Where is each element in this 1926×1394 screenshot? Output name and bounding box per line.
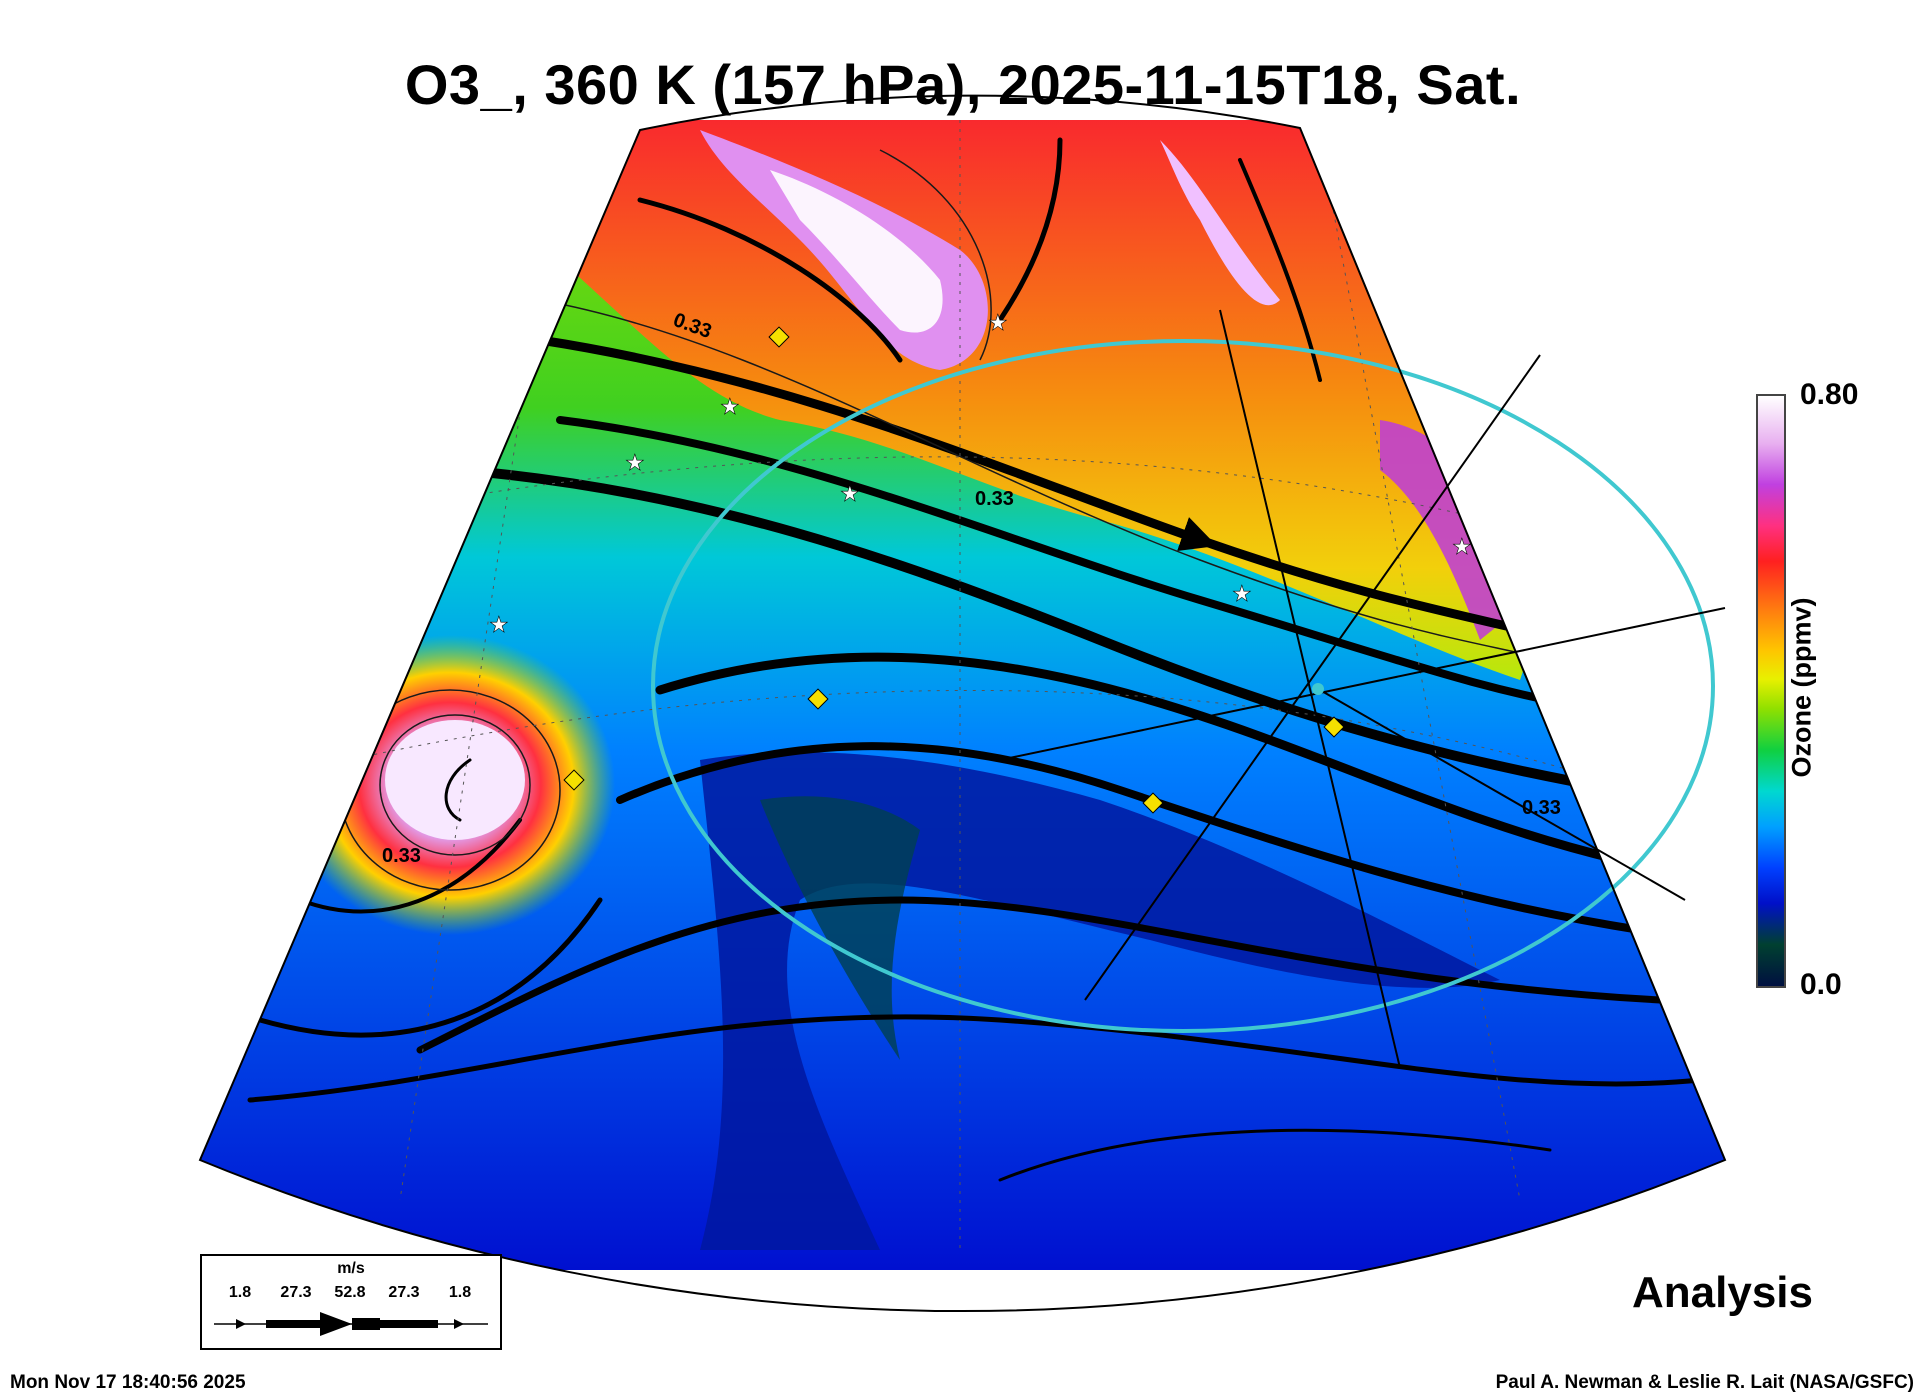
contour-label: 0.33 [1522,797,1561,819]
station-star-icon: ★ [1452,535,1472,560]
wind-legend-value: 1.8 [228,1284,252,1301]
wind-legend-value: 27.3 [280,1284,312,1301]
diamond-marker-icon [1323,716,1345,738]
colorbar [1756,394,1786,988]
wind-legend-value: 52.8 [334,1284,366,1301]
credit: Paul A. Newman & Leslie R. Lait (NASA/GS… [1495,1372,1914,1393]
center-point-icon [1312,683,1324,695]
station-star-icon: ★ [625,451,645,476]
ring-outline [651,339,1715,1033]
station-star-icon: ★ [720,395,740,420]
map-frame [198,94,1727,1313]
diamond-marker-icon [768,326,790,348]
diamond-marker-icon [1142,792,1164,814]
colorbar-max: 0.80 [1800,378,1859,411]
wind-legend-arrow-icon [214,1312,488,1336]
contour-label: 0.33 [975,488,1014,510]
colorbar-min: 0.0 [1800,968,1842,1001]
station-star-icon: ★ [489,613,509,638]
diamond-marker-icon [563,769,585,791]
station-star-icon: ★ [840,482,860,507]
timestamp: Mon Nov 17 18:40:56 2025 [10,1372,246,1393]
wind-legend-value: 1.8 [448,1284,472,1301]
wind-legend-unit: m/s [337,1260,365,1277]
map-title: O3_, 360 K (157 hPa), 2025-11-15T18, Sat… [404,53,1522,116]
station-star-icon: ★ [1232,582,1252,607]
analysis-label: Analysis [1632,1268,1813,1317]
wind-legend-value: 27.3 [388,1284,420,1301]
diamond-marker-icon [807,688,829,710]
wind-legend: m/s 1.8 27.3 52.8 27.3 1.8 [200,1254,502,1350]
contour-label: 0.33 [382,845,421,867]
colorbar-title: Ozone (ppmv) [1786,597,1817,778]
station-star-icon: ★ [988,311,1008,336]
